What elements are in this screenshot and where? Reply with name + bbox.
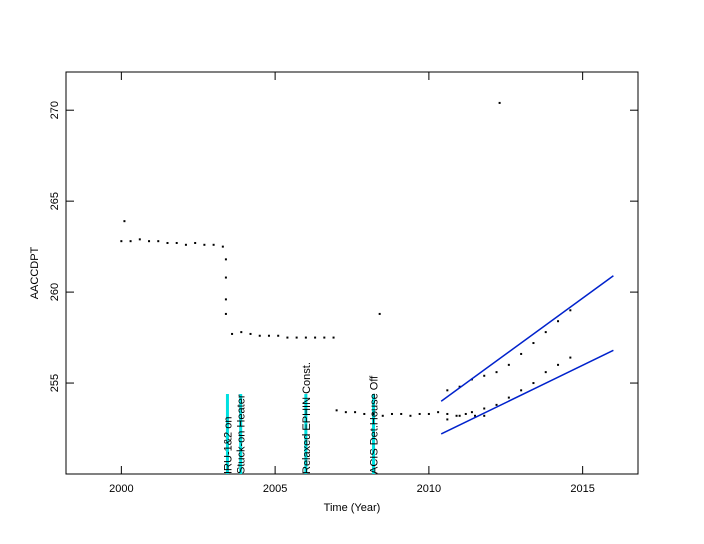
data-point bbox=[224, 276, 227, 279]
data-point bbox=[495, 403, 498, 406]
event-label: Stuck-on Heater bbox=[236, 394, 248, 474]
data-point bbox=[483, 407, 486, 410]
data-point bbox=[507, 363, 510, 366]
data-point bbox=[372, 412, 375, 415]
data-point bbox=[335, 409, 338, 412]
data-point bbox=[286, 336, 289, 339]
data-point bbox=[323, 336, 326, 339]
data-point bbox=[224, 312, 227, 315]
data-point bbox=[446, 412, 449, 415]
data-point bbox=[544, 371, 547, 374]
data-point bbox=[455, 414, 458, 417]
data-point bbox=[129, 240, 132, 243]
data-point bbox=[277, 334, 280, 337]
data-point bbox=[314, 336, 317, 339]
event-label: ACIS Det.House Off bbox=[369, 375, 381, 474]
data-point bbox=[409, 414, 412, 417]
data-point bbox=[363, 412, 366, 415]
data-point bbox=[498, 101, 501, 104]
data-point bbox=[123, 220, 126, 223]
plot-frame bbox=[65, 71, 639, 475]
data-point bbox=[446, 389, 449, 392]
data-point bbox=[194, 241, 197, 244]
data-point bbox=[258, 334, 261, 337]
data-point bbox=[138, 238, 141, 241]
y-tick-label: 255 bbox=[49, 374, 61, 392]
y-axis-label: AACCDPT bbox=[29, 246, 41, 299]
y-tick-label: 265 bbox=[49, 192, 61, 210]
data-point bbox=[184, 243, 187, 246]
y-tick-label: 270 bbox=[49, 101, 61, 119]
data-point bbox=[390, 412, 393, 415]
data-point bbox=[304, 336, 307, 339]
data-point bbox=[557, 320, 560, 323]
data-point bbox=[532, 382, 535, 385]
data-point bbox=[224, 258, 227, 261]
data-point bbox=[166, 241, 169, 244]
data-point bbox=[148, 240, 151, 243]
data-point bbox=[203, 243, 206, 246]
x-axis-label: Time (Year) bbox=[324, 502, 381, 514]
data-point bbox=[240, 331, 243, 334]
data-point bbox=[474, 414, 477, 417]
data-point bbox=[470, 411, 473, 414]
data-point bbox=[212, 243, 215, 246]
data-point bbox=[418, 412, 421, 415]
data-point bbox=[224, 298, 227, 301]
data-point bbox=[495, 371, 498, 374]
event-label: Relaxed EPHIN Const. bbox=[301, 362, 313, 474]
data-point bbox=[483, 414, 486, 417]
data-point bbox=[458, 414, 461, 417]
data-point bbox=[120, 240, 123, 243]
data-point bbox=[446, 418, 449, 421]
data-point bbox=[267, 334, 270, 337]
data-point bbox=[483, 374, 486, 377]
y-tick-label: 260 bbox=[49, 283, 61, 301]
data-point bbox=[381, 414, 384, 417]
data-point bbox=[437, 411, 440, 414]
x-tick-label: 2010 bbox=[417, 483, 441, 495]
data-point bbox=[354, 411, 357, 414]
data-point bbox=[249, 332, 252, 335]
data-point bbox=[157, 240, 160, 243]
data-point bbox=[344, 411, 347, 414]
data-point bbox=[532, 342, 535, 345]
data-point bbox=[175, 241, 178, 244]
data-point bbox=[520, 389, 523, 392]
data-point bbox=[231, 332, 234, 335]
data-point bbox=[427, 412, 430, 415]
data-point bbox=[221, 245, 224, 248]
event-label: IRU-1&2 on bbox=[222, 417, 234, 474]
data-point bbox=[458, 385, 461, 388]
data-point bbox=[507, 396, 510, 399]
data-point bbox=[400, 412, 403, 415]
data-point bbox=[569, 309, 572, 312]
data-point bbox=[557, 363, 560, 366]
data-point bbox=[464, 412, 467, 415]
data-point bbox=[569, 356, 572, 359]
x-tick-label: 2005 bbox=[263, 483, 287, 495]
x-tick-label: 2015 bbox=[570, 483, 594, 495]
trend-line bbox=[440, 349, 614, 435]
data-point bbox=[295, 336, 298, 339]
data-point bbox=[378, 312, 381, 315]
data-point bbox=[332, 336, 335, 339]
trend-line bbox=[440, 275, 614, 402]
data-point bbox=[520, 352, 523, 355]
data-point bbox=[544, 331, 547, 334]
x-tick-label: 2000 bbox=[109, 483, 133, 495]
